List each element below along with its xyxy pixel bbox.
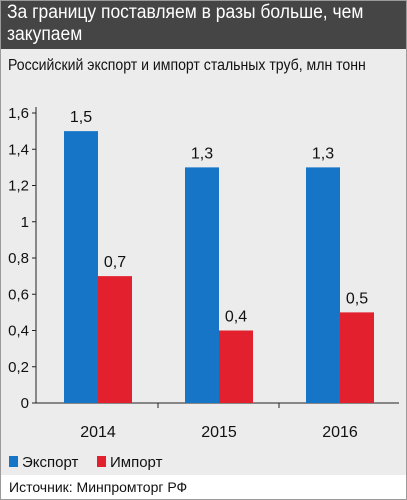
legend-label: Импорт [110,454,163,471]
y-tick-label: 0,6 [8,286,29,303]
data-label: 0,4 [225,309,247,326]
x-tick-label: 2014 [80,424,116,441]
y-tick-label: 1 [21,214,29,231]
y-tick-label: 0,4 [8,323,29,340]
x-tick-label: 2016 [322,424,358,441]
data-label: 0,5 [346,290,368,307]
data-label: 1,5 [70,109,92,126]
legend-label: Экспорт [22,454,78,471]
chart-title: За границу поставляем в разы больше, чем… [7,2,364,45]
bar-import [340,312,374,403]
y-tick-label: 0,2 [8,359,29,376]
data-label: 0,7 [104,254,126,271]
source-note: Источник: Минпромторг РФ [9,479,188,495]
data-label: 1,3 [312,145,334,162]
legend-swatch [9,456,18,467]
bar-export [185,167,219,403]
bar-import [98,276,132,403]
y-tick-label: 1,6 [8,105,29,122]
bar-import [219,330,253,403]
bar-export [64,131,98,403]
legend-swatch [97,456,106,467]
chart-subtitle: Российский экспорт и импорт стальных тру… [8,57,366,74]
y-tick-label: 1,2 [8,178,29,195]
data-label: 1,3 [191,145,213,162]
y-tick-label: 1,4 [8,141,29,158]
header-bar: За границу поставляем в разы больше, чем… [1,1,406,49]
y-tick-label: 0,8 [8,250,29,267]
bar-export [306,167,340,403]
y-tick-label: 0 [21,395,29,412]
x-tick-label: 2015 [201,424,237,441]
